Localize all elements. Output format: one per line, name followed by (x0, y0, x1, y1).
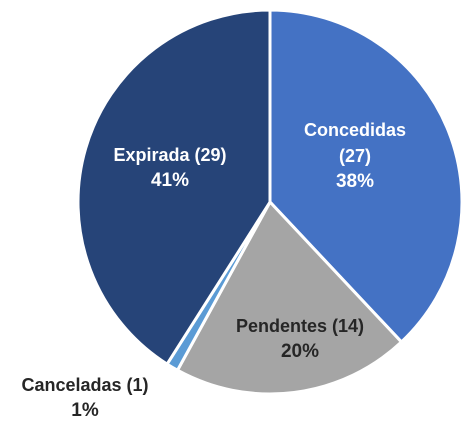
category-label: Expirada (29) (113, 145, 227, 165)
category-label: Pendentes (14) (235, 316, 365, 336)
pie-slice (268, 8, 464, 345)
slice-label: Concedidas (27) 38% (290, 117, 420, 195)
category-label: Concedidas (27) (303, 120, 407, 166)
pie-slice (175, 199, 404, 396)
percent-label: 41% (150, 170, 190, 191)
slice-label: Expirada (29) 41% (95, 142, 245, 194)
category-label: Canceladas (1) (21, 375, 149, 395)
percent-label: 1% (71, 400, 99, 421)
slice-label: Canceladas (1) 1% (0, 372, 170, 424)
pie-slice (76, 8, 272, 367)
slice-label: Pendentes (14) 20% (205, 313, 395, 365)
percent-label: 20% (280, 341, 320, 362)
percent-label: 38% (335, 171, 375, 192)
